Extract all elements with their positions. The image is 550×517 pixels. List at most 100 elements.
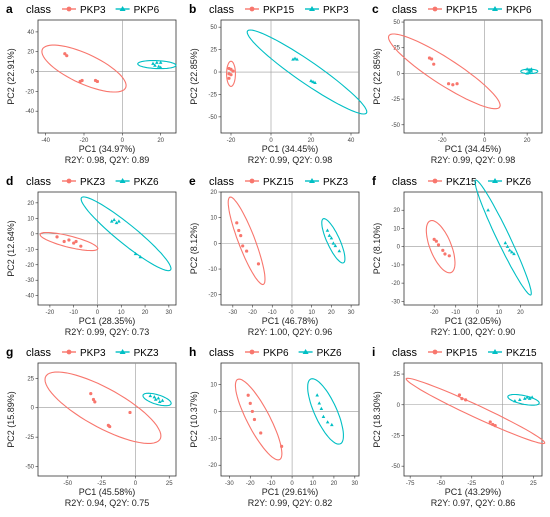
panel-d: d class PKZ3 PKZ6 -20 -10 0 10 20 30 20 10 0 -10 -20 -3… bbox=[6, 174, 177, 337]
x-tick-label: -25 bbox=[97, 481, 106, 487]
plot-frame bbox=[403, 191, 543, 306]
legend-label-pkp15: PKP15 bbox=[263, 5, 295, 16]
data-point-pkp15 bbox=[491, 422, 495, 427]
data-point-pkz6 bbox=[512, 251, 516, 256]
legend-label-pkz3: PKZ3 bbox=[134, 348, 159, 359]
x-tick-label: 30 bbox=[351, 481, 358, 487]
x-tick-label: 0 bbox=[134, 481, 138, 487]
legend-key-marker bbox=[309, 178, 315, 183]
data-point-pkp3 bbox=[291, 57, 295, 61]
y-tick-label: 50 bbox=[393, 20, 400, 26]
plot-frame bbox=[403, 362, 543, 477]
data-point-pkp6 bbox=[248, 401, 252, 405]
data-point-pkz6 bbox=[109, 219, 114, 223]
x-tick-label: -75 bbox=[406, 481, 415, 487]
data-point-pkz6 bbox=[486, 208, 490, 212]
x-axis-label: PC1 (34.45%) bbox=[445, 144, 502, 154]
ellipse-pkp3 bbox=[246, 29, 368, 115]
data-point-pkz15 bbox=[241, 244, 245, 248]
legend-label-pkp15: PKP15 bbox=[446, 5, 478, 16]
data-point-pkz6 bbox=[321, 414, 326, 419]
data-point-pkp15 bbox=[457, 393, 462, 397]
data-point-pkz15 bbox=[436, 243, 441, 247]
data-point-pkz15 bbox=[518, 397, 522, 402]
x-tick-label: 30 bbox=[166, 310, 173, 316]
data-point-pkp6 bbox=[525, 67, 529, 71]
data-point-pkz15 bbox=[522, 396, 527, 400]
legend-label-pkz6: PKZ6 bbox=[506, 177, 531, 188]
legend-title: class bbox=[392, 4, 418, 16]
y-tick-label: -20 bbox=[208, 293, 217, 299]
data-point-pkp15 bbox=[229, 73, 233, 77]
data-point-pkz15 bbox=[237, 228, 241, 233]
legend-label-pkz3: PKZ3 bbox=[323, 177, 348, 188]
panel-letter: e bbox=[189, 174, 196, 188]
x-tick-label: 20 bbox=[331, 481, 338, 487]
x-tick-label: -20 bbox=[248, 310, 257, 316]
x-tick-label: 10 bbox=[310, 481, 317, 487]
ellipse-pkp3 bbox=[41, 44, 127, 93]
legend-title: class bbox=[26, 176, 52, 188]
ellipse-pkp15 bbox=[226, 60, 236, 87]
x-tick-label: -20 bbox=[227, 138, 236, 144]
x-tick-label: 0 bbox=[476, 310, 480, 316]
stats-label: R2Y: 1.00, Q2Y: 0.90 bbox=[431, 327, 516, 337]
y-tick-label: 0 bbox=[397, 71, 401, 77]
legend-title: class bbox=[26, 347, 52, 359]
data-point-pkp6 bbox=[151, 61, 155, 65]
data-point-pkz6 bbox=[112, 217, 116, 222]
plot-frame bbox=[37, 362, 177, 477]
data-point-pkp3 bbox=[65, 54, 69, 58]
data-point-pkz3 bbox=[331, 241, 336, 245]
plot-frame bbox=[220, 19, 360, 134]
data-point-pkp6 bbox=[527, 68, 532, 72]
data-point-pkp3 bbox=[313, 80, 317, 84]
data-point-pkz15 bbox=[527, 396, 532, 400]
data-point-pkp3 bbox=[89, 392, 93, 396]
legend-key-marker bbox=[119, 349, 126, 354]
legend-key-marker bbox=[249, 6, 255, 12]
legend-key-marker bbox=[432, 178, 438, 184]
data-point-pkz3 bbox=[325, 228, 330, 232]
y-tick-label: -25 bbox=[208, 92, 217, 98]
data-point-pkp15 bbox=[227, 76, 231, 80]
x-tick-label: 20 bbox=[157, 138, 164, 144]
y-axis-label: PC2 (18.30%) bbox=[372, 391, 382, 448]
y-tick-label: 0 bbox=[214, 409, 218, 415]
legend-key-marker bbox=[492, 178, 498, 183]
data-point-pkz3 bbox=[55, 235, 59, 239]
panel-letter: h bbox=[189, 345, 196, 359]
data-point-pkp6 bbox=[158, 60, 163, 64]
legend-title: class bbox=[26, 4, 52, 16]
legend-key-marker bbox=[302, 349, 309, 354]
y-axis-label: PC2 (8.10%) bbox=[372, 223, 382, 275]
y-tick-label: -25 bbox=[391, 97, 400, 103]
panel-letter: a bbox=[6, 2, 13, 16]
y-tick-label: 0 bbox=[397, 403, 401, 409]
x-tick-label: -50 bbox=[63, 481, 72, 487]
x-tick-label: -20 bbox=[80, 138, 89, 144]
y-tick-label: -50 bbox=[391, 464, 400, 470]
x-tick-label: -10 bbox=[69, 310, 78, 316]
legend-label-pkz15: PKZ15 bbox=[446, 177, 477, 188]
data-point-pkz15 bbox=[245, 249, 249, 253]
legend-key-marker bbox=[119, 178, 126, 183]
data-point-pkz15 bbox=[239, 234, 243, 238]
data-point-pkz6 bbox=[503, 241, 508, 245]
y-axis-label: PC2 (10.37%) bbox=[189, 391, 199, 448]
y-tick-label: 10 bbox=[393, 226, 400, 232]
panel-a: a class PKP3 PKP6 -40 -20 0 20 40 20 0 -20 -40 PC1 (3… bbox=[6, 2, 177, 165]
plot-frame bbox=[220, 191, 360, 306]
legend-title: class bbox=[392, 176, 418, 188]
data-point-pkz15 bbox=[432, 237, 436, 241]
x-tick-label: -40 bbox=[41, 138, 50, 144]
x-tick-label: 0 bbox=[96, 310, 100, 316]
legend-key-marker bbox=[66, 6, 72, 12]
data-point-pkz3 bbox=[333, 243, 338, 248]
x-tick-label: -10 bbox=[451, 310, 460, 316]
stats-label: R2Y: 0.99, Q2Y: 0.98 bbox=[248, 155, 333, 165]
y-tick-label: -20 bbox=[25, 263, 34, 269]
ellipse-pkz6 bbox=[474, 179, 532, 296]
x-tick-label: 0 bbox=[501, 481, 505, 487]
y-tick-label: -50 bbox=[208, 115, 217, 121]
